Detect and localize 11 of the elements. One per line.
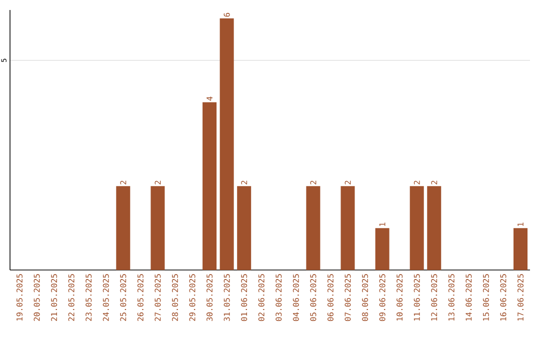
bar <box>427 186 442 270</box>
bar <box>150 186 165 270</box>
bar <box>514 228 528 270</box>
bar <box>237 186 252 270</box>
bar <box>410 186 424 270</box>
bar <box>220 18 234 270</box>
bar <box>306 186 320 270</box>
bar <box>375 228 390 270</box>
bar <box>202 102 217 270</box>
bar <box>340 186 355 270</box>
bar <box>116 186 130 270</box>
